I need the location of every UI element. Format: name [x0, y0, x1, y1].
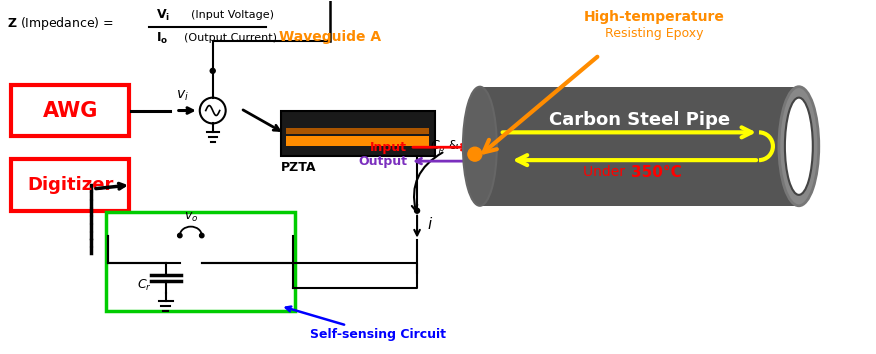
- Text: Output: Output: [358, 155, 407, 168]
- Circle shape: [468, 147, 482, 161]
- Ellipse shape: [785, 98, 813, 195]
- Circle shape: [200, 98, 226, 124]
- Text: PZTA: PZTA: [280, 161, 316, 173]
- Text: Under: Under: [583, 165, 629, 179]
- Text: $i$: $i$: [427, 216, 434, 232]
- Circle shape: [200, 233, 204, 238]
- Circle shape: [210, 68, 215, 73]
- Ellipse shape: [779, 87, 819, 206]
- Circle shape: [178, 233, 182, 238]
- Text: Resisting Epoxy: Resisting Epoxy: [605, 27, 703, 40]
- FancyBboxPatch shape: [11, 159, 129, 211]
- FancyBboxPatch shape: [106, 212, 295, 311]
- Text: $\mathbf{Z}$ (Impedance) =: $\mathbf{Z}$ (Impedance) =: [7, 15, 115, 32]
- Text: $\mathbf{I_o}$: $\mathbf{I_o}$: [156, 30, 168, 46]
- Text: Carbon Steel Pipe: Carbon Steel Pipe: [548, 111, 730, 129]
- Text: (Output Current): (Output Current): [184, 33, 277, 43]
- Text: (Input Voltage): (Input Voltage): [184, 10, 274, 20]
- Text: $C_r$: $C_r$: [137, 278, 152, 293]
- Text: Waveguide A: Waveguide A: [279, 30, 381, 44]
- FancyBboxPatch shape: [480, 87, 799, 206]
- FancyBboxPatch shape: [11, 85, 129, 136]
- Text: $v_i$: $v_i$: [176, 88, 189, 103]
- FancyBboxPatch shape: [286, 129, 429, 134]
- Text: $\mathbf{V_i}$: $\mathbf{V_i}$: [156, 8, 170, 23]
- FancyBboxPatch shape: [280, 110, 435, 156]
- Ellipse shape: [463, 87, 497, 206]
- FancyBboxPatch shape: [286, 136, 429, 146]
- Circle shape: [414, 208, 420, 213]
- Text: $v_o$: $v_o$: [184, 211, 198, 224]
- Text: Self-sensing Circuit: Self-sensing Circuit: [286, 307, 447, 341]
- Text: Digitizer: Digitizer: [27, 176, 113, 194]
- Text: $C_p$ & $v_p$: $C_p$ & $v_p$: [429, 138, 477, 155]
- Text: 350°C: 350°C: [632, 165, 682, 180]
- Text: AWG: AWG: [42, 101, 98, 120]
- Text: Input: Input: [370, 141, 407, 154]
- Text: High-temperature: High-temperature: [584, 10, 724, 24]
